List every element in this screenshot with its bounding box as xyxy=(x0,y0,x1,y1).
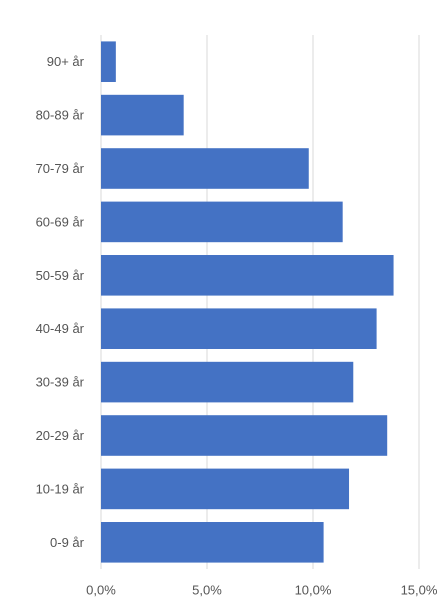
x-tick-label-3: 15,0% xyxy=(401,583,438,598)
category-label-4: 50-59 år xyxy=(36,268,85,283)
bar-9 xyxy=(101,522,324,563)
category-label-5: 40-49 år xyxy=(36,321,85,336)
x-tick-label-2: 10,0% xyxy=(295,583,332,598)
x-tick-label-0: 0,0% xyxy=(86,583,116,598)
bar-8 xyxy=(101,468,350,510)
bar-4 xyxy=(101,255,394,296)
bar-5 xyxy=(101,308,377,349)
x-axis-tick-labels: 0,0% 5,0% 10,0% 15,0% xyxy=(86,583,438,598)
bar-1 xyxy=(101,94,184,136)
bar-7 xyxy=(101,415,388,456)
bar-2 xyxy=(101,148,309,189)
bar-layer xyxy=(101,41,394,563)
category-label-8: 10-19 år xyxy=(36,481,85,496)
bar-0 xyxy=(101,41,116,82)
category-label-3: 60-69 år xyxy=(36,214,85,229)
category-label-1: 80-89 år xyxy=(36,108,85,123)
category-label-6: 30-39 år xyxy=(36,375,85,390)
category-label-7: 20-29 år xyxy=(36,428,85,443)
bar-6 xyxy=(101,361,354,403)
category-labels: 90+ år 80-89 år 70-79 år 60-69 år 50-59 år 40… xyxy=(36,54,85,550)
x-tick-label-1: 5,0% xyxy=(192,583,222,598)
category-label-2: 70-79 år xyxy=(36,161,85,176)
category-label-0: 90+ år xyxy=(47,54,85,69)
bar-3 xyxy=(101,201,343,243)
category-label-9: 0-9 år xyxy=(50,535,85,550)
